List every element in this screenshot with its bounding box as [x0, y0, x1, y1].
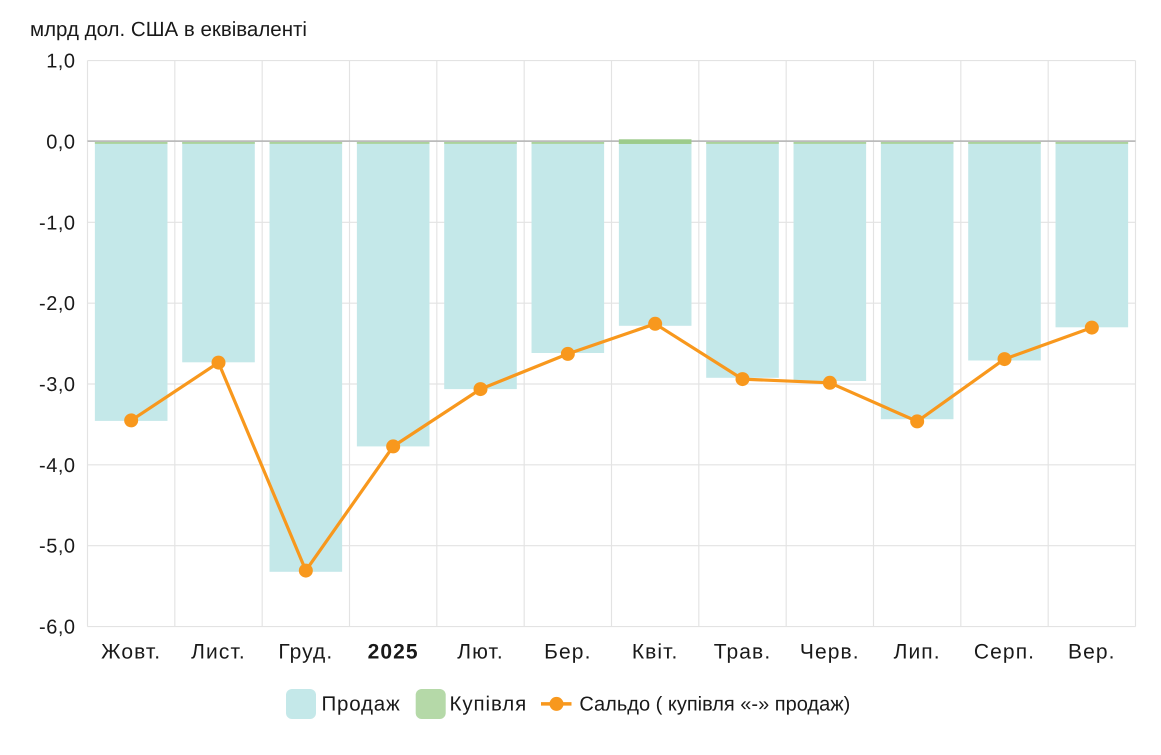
svg-text:Лип.: Лип.: [894, 641, 941, 664]
svg-text:Серп.: Серп.: [974, 641, 1035, 664]
svg-text:1,0: 1,0: [46, 51, 75, 73]
svg-text:-4,0: -4,0: [39, 455, 75, 477]
svg-text:Квіт.: Квіт.: [632, 641, 679, 664]
svg-text:2025: 2025: [368, 641, 419, 664]
svg-text:Вер.: Вер.: [1068, 641, 1116, 664]
svg-text:Бер.: Бер.: [544, 641, 591, 664]
svg-text:млрд дол. США в еквіваленті: млрд дол. США в еквіваленті: [30, 18, 307, 41]
svg-text:Груд.: Груд.: [278, 641, 333, 664]
svg-text:Черв.: Черв.: [800, 641, 860, 664]
svg-text:Сальдо ( купівля «-» продаж): Сальдо ( купівля «-» продаж): [579, 694, 850, 716]
svg-text:-1,0: -1,0: [39, 212, 75, 234]
svg-text:-5,0: -5,0: [39, 536, 75, 558]
svg-text:Трав.: Трав.: [714, 641, 772, 664]
svg-text:Лист.: Лист.: [191, 641, 246, 664]
svg-text:-3,0: -3,0: [39, 374, 75, 396]
svg-text:Лют.: Лют.: [457, 641, 504, 664]
svg-text:0,0: 0,0: [46, 131, 75, 153]
svg-text:Купівля: Купівля: [450, 693, 528, 716]
svg-text:-2,0: -2,0: [39, 293, 75, 315]
svg-text:Продаж: Продаж: [322, 693, 401, 716]
svg-text:-6,0: -6,0: [39, 617, 75, 639]
svg-text:Жовт.: Жовт.: [101, 641, 161, 664]
